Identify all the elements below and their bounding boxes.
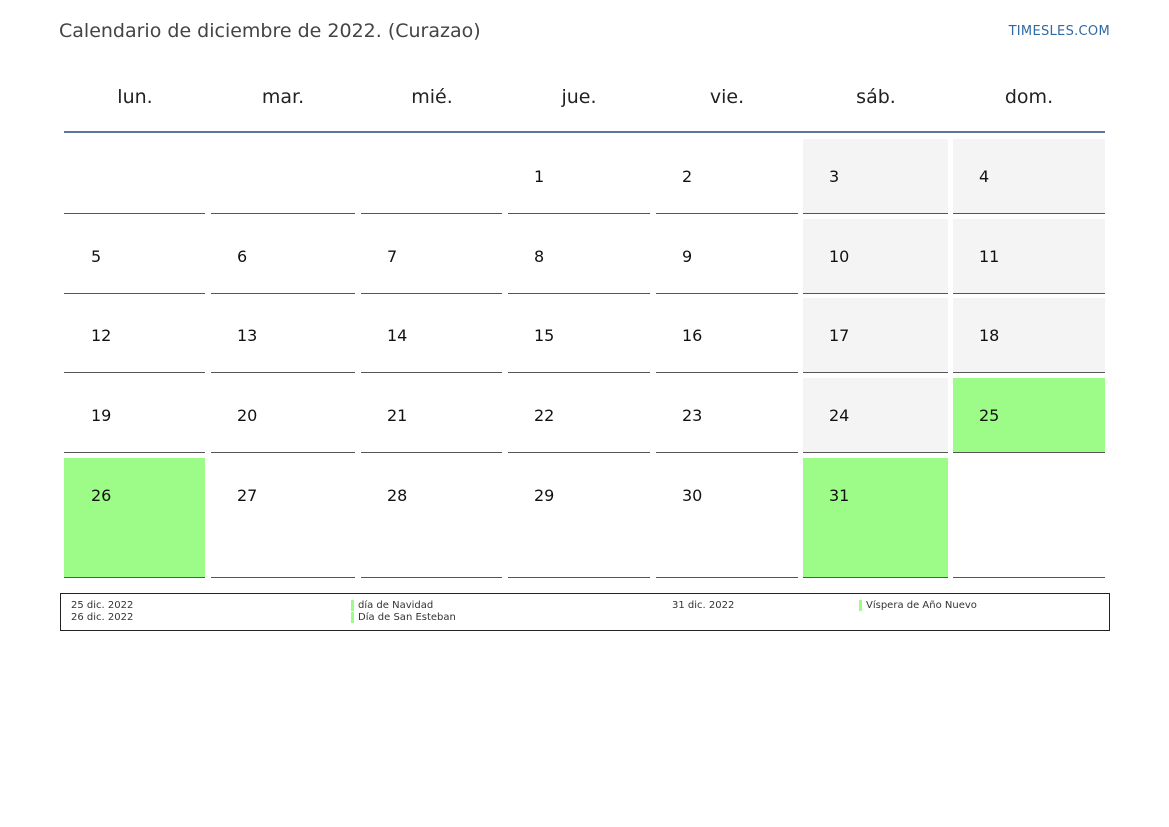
day-cell-mon[interactable]: 26 bbox=[64, 458, 205, 578]
day-cell-fri[interactable]: 23 bbox=[656, 378, 798, 453]
day-number: 5 bbox=[91, 247, 102, 266]
weekday-sun: dom. bbox=[1004, 86, 1054, 108]
day-number: 31 bbox=[829, 486, 850, 505]
day-cell-thu[interactable]: 22 bbox=[508, 378, 650, 453]
day-number: 25 bbox=[979, 406, 1000, 425]
day-cell-thu[interactable]: 1 bbox=[508, 139, 650, 214]
day-cell-thu[interactable]: 29 bbox=[508, 458, 650, 578]
day-cell-tue bbox=[211, 139, 355, 214]
day-number: 19 bbox=[91, 406, 112, 425]
day-number: 7 bbox=[387, 247, 398, 266]
day-number: 17 bbox=[829, 326, 850, 345]
holiday-color-marker bbox=[351, 600, 354, 611]
day-number: 13 bbox=[237, 326, 258, 345]
legend-date: 25 dic. 2022 bbox=[71, 600, 134, 611]
weekday-mon: lun. bbox=[117, 86, 153, 108]
day-cell-wed[interactable]: 28 bbox=[361, 458, 502, 578]
day-number: 28 bbox=[387, 486, 408, 505]
day-cell-wed[interactable]: 21 bbox=[361, 378, 502, 453]
legend-date: 31 dic. 2022 bbox=[672, 600, 735, 611]
legend-holiday-name: día de Navidad bbox=[358, 600, 434, 611]
day-number: 3 bbox=[829, 167, 840, 186]
day-number: 9 bbox=[682, 247, 693, 266]
day-cell-wed[interactable]: 14 bbox=[361, 298, 502, 373]
day-cell-tue[interactable]: 20 bbox=[211, 378, 355, 453]
holiday-color-marker bbox=[859, 600, 862, 611]
day-cell-sat[interactable]: 3 bbox=[803, 139, 948, 214]
day-number: 29 bbox=[534, 486, 555, 505]
weekday-sat: sáb. bbox=[856, 86, 896, 108]
day-cell-mon[interactable]: 5 bbox=[64, 219, 205, 294]
legend-date: 26 dic. 2022 bbox=[71, 612, 134, 623]
day-cell-thu[interactable]: 15 bbox=[508, 298, 650, 373]
day-cell-sat[interactable]: 31 bbox=[803, 458, 948, 578]
weekday-thu: jue. bbox=[561, 86, 597, 108]
day-cell-sun[interactable]: 4 bbox=[953, 139, 1105, 214]
day-number: 4 bbox=[979, 167, 990, 186]
day-number: 27 bbox=[237, 486, 258, 505]
day-number: 26 bbox=[91, 486, 112, 505]
day-cell-sun[interactable]: 25 bbox=[953, 378, 1105, 453]
weekday-fri: vie. bbox=[709, 86, 745, 108]
legend-holiday-name: Víspera de Año Nuevo bbox=[866, 600, 977, 611]
day-number: 8 bbox=[534, 247, 545, 266]
day-number: 18 bbox=[979, 326, 1000, 345]
day-number: 24 bbox=[829, 406, 850, 425]
holiday-legend: 25 dic. 2022 26 dic. 2022 día de Navidad… bbox=[60, 593, 1110, 631]
page-title: Calendario de diciembre de 2022. (Curaza… bbox=[59, 20, 481, 42]
day-number: 16 bbox=[682, 326, 703, 345]
day-cell-wed bbox=[361, 139, 502, 214]
header-divider bbox=[64, 131, 1105, 133]
weekday-wed: mié. bbox=[411, 86, 453, 108]
day-number: 6 bbox=[237, 247, 248, 266]
day-cell-sun[interactable]: 11 bbox=[953, 219, 1105, 294]
day-cell-fri[interactable]: 16 bbox=[656, 298, 798, 373]
weekday-tue: mar. bbox=[261, 86, 305, 108]
day-cell-fri[interactable]: 2 bbox=[656, 139, 798, 214]
day-number: 20 bbox=[237, 406, 258, 425]
day-number: 15 bbox=[534, 326, 555, 345]
day-number: 2 bbox=[682, 167, 693, 186]
day-cell-fri[interactable]: 30 bbox=[656, 458, 798, 578]
day-cell-mon[interactable]: 19 bbox=[64, 378, 205, 453]
day-number: 21 bbox=[387, 406, 408, 425]
day-cell-sat[interactable]: 17 bbox=[803, 298, 948, 373]
day-number: 11 bbox=[979, 247, 1000, 266]
day-number: 12 bbox=[91, 326, 112, 345]
day-cell-sat[interactable]: 24 bbox=[803, 378, 948, 453]
day-cell-wed[interactable]: 7 bbox=[361, 219, 502, 294]
legend-holiday-name: Día de San Esteban bbox=[358, 612, 456, 623]
day-cell-tue[interactable]: 27 bbox=[211, 458, 355, 578]
site-link[interactable]: TIMESLES.COM bbox=[1008, 24, 1110, 39]
weekday-header: lun. mar. mié. jue. vie. sáb. dom. bbox=[64, 86, 1105, 116]
day-number: 10 bbox=[829, 247, 850, 266]
day-number: 30 bbox=[682, 486, 703, 505]
day-number: 1 bbox=[534, 167, 545, 186]
day-cell-sun bbox=[953, 458, 1105, 578]
day-cell-tue[interactable]: 6 bbox=[211, 219, 355, 294]
day-number: 22 bbox=[534, 406, 555, 425]
day-cell-tue[interactable]: 13 bbox=[211, 298, 355, 373]
holiday-color-marker bbox=[351, 612, 354, 623]
day-cell-sun[interactable]: 18 bbox=[953, 298, 1105, 373]
day-cell-mon[interactable]: 12 bbox=[64, 298, 205, 373]
day-number: 23 bbox=[682, 406, 703, 425]
day-cell-thu[interactable]: 8 bbox=[508, 219, 650, 294]
day-number: 14 bbox=[387, 326, 408, 345]
day-cell-mon bbox=[64, 139, 205, 214]
day-cell-sat[interactable]: 10 bbox=[803, 219, 948, 294]
day-cell-fri[interactable]: 9 bbox=[656, 219, 798, 294]
